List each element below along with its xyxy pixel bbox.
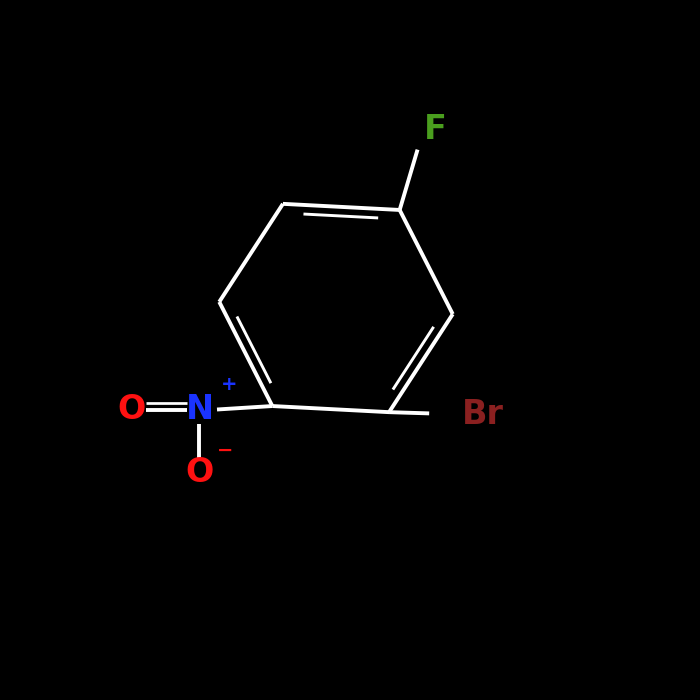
Text: O: O bbox=[118, 393, 146, 426]
Text: −: − bbox=[217, 441, 233, 460]
Text: O: O bbox=[186, 456, 214, 489]
Text: F: F bbox=[424, 113, 447, 146]
Text: Br: Br bbox=[462, 398, 504, 431]
Text: N: N bbox=[186, 393, 214, 426]
Text: +: + bbox=[220, 375, 237, 394]
